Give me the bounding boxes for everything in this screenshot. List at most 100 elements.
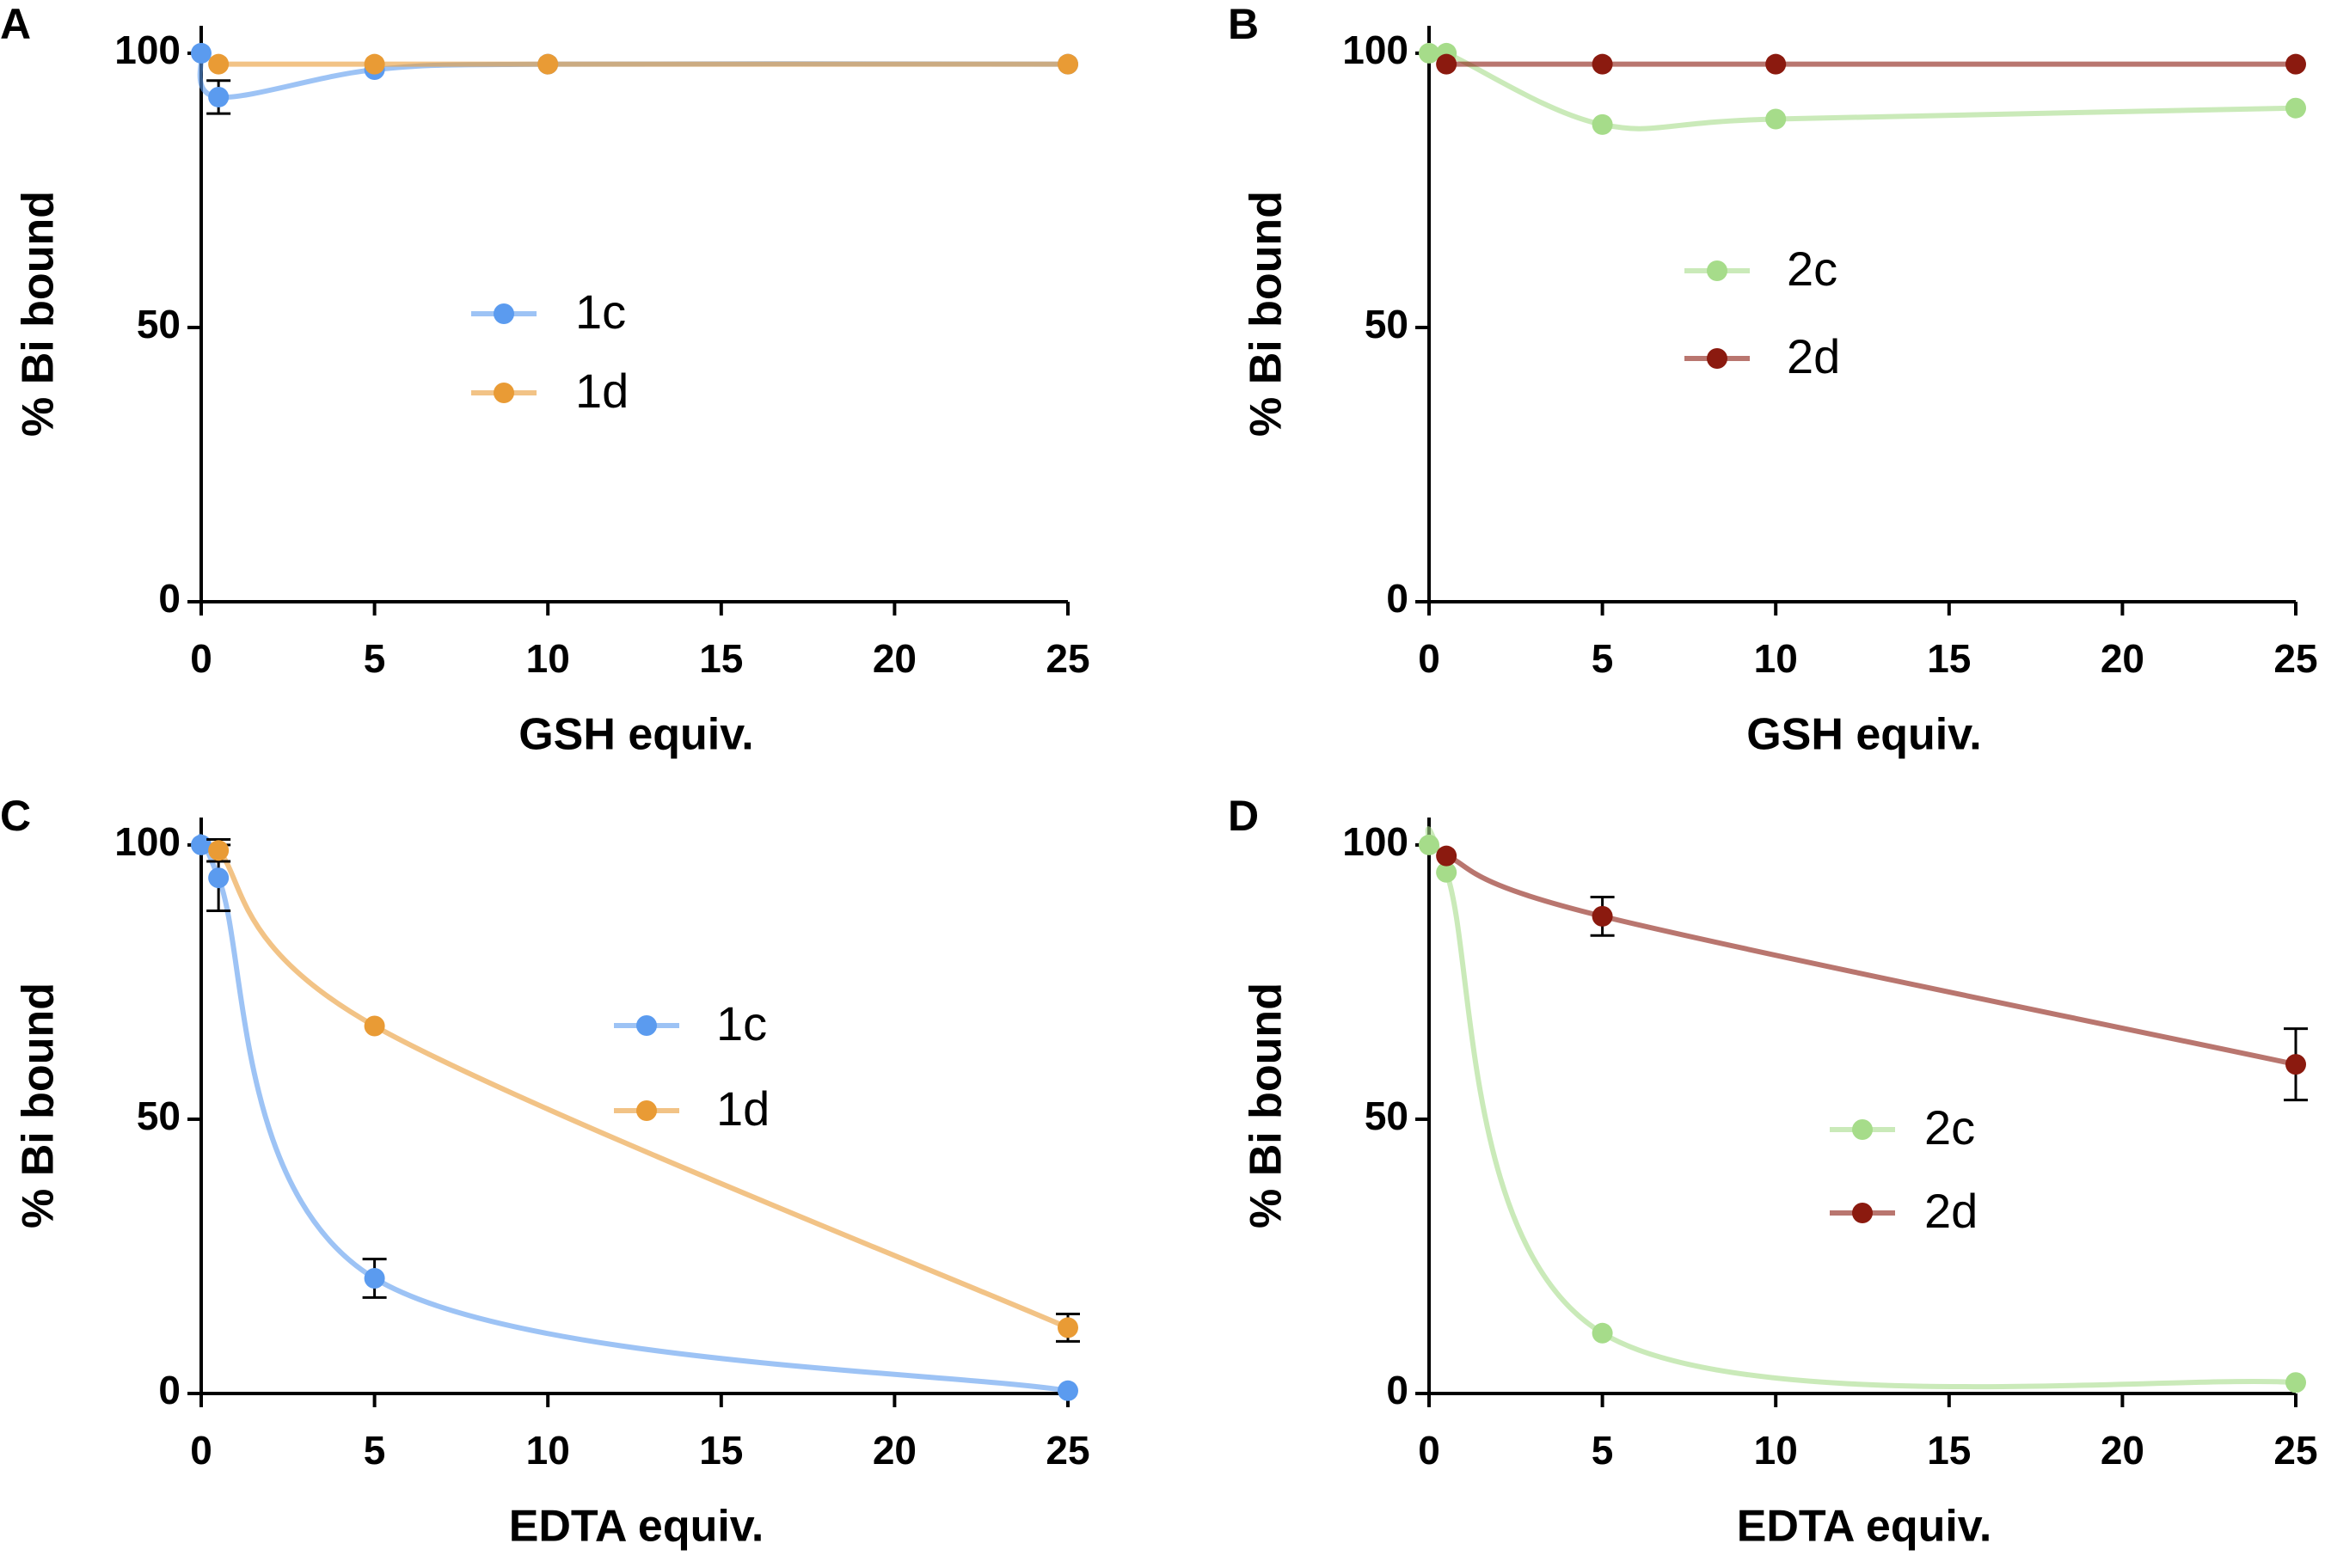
data-point [2285,53,2306,75]
y-axis-title: % Bi bound [14,983,64,1228]
x-tick-label: 10 [1754,636,1798,681]
data-point [1419,834,1439,855]
data-point [191,834,212,855]
data-point [1592,905,1613,927]
y-tick-label: 50 [1365,1093,1408,1138]
data-point [2285,97,2306,119]
legend-marker [1852,1203,1873,1223]
data-point [1592,113,1613,135]
x-tick-label: 10 [526,636,570,681]
data-point [364,53,385,75]
x-tick-label: 5 [1592,636,1614,681]
x-tick-label: 25 [1046,1428,1089,1473]
legend-marker [1707,260,1727,281]
legend-marker [636,1100,657,1121]
x-tick-label: 15 [699,636,743,681]
x-tick-label: 25 [2273,636,2317,681]
legend-marker [494,383,514,403]
data-point [364,1268,385,1289]
x-axis-title: GSH equiv. [518,710,754,760]
data-point [364,1015,385,1037]
panel-label: D [1228,792,1259,840]
panel-label: C [0,792,31,840]
data-point [1765,53,1787,75]
data-point [1436,53,1457,75]
data-point [208,840,230,861]
data-point [1765,108,1787,130]
x-tick-label: 0 [1418,636,1440,681]
data-point [208,86,230,107]
x-tick-label: 20 [873,1428,917,1473]
series-line [1445,853,2297,1068]
y-tick-label: 50 [1365,302,1408,346]
y-axis-title: % Bi bound [1242,983,1291,1228]
y-tick-label: 100 [1342,28,1408,72]
y-tick-label: 0 [158,1368,181,1412]
x-tick-label: 25 [1046,636,1089,681]
y-tick-label: 0 [1386,1368,1408,1412]
data-point [1058,1317,1078,1338]
x-tick-label: 15 [699,1428,743,1473]
legend-marker [636,1015,657,1036]
data-point [1058,1380,1078,1401]
y-tick-label: 50 [137,302,181,346]
x-tick-label: 5 [364,1428,386,1473]
data-point [191,42,212,64]
data-point [1058,53,1078,75]
x-tick-label: 20 [2101,1428,2144,1473]
x-tick-label: 10 [1754,1428,1798,1473]
legend-marker [494,303,514,324]
panel-label: A [0,0,31,48]
panel-chart: 0 50 100 0 5 10 15 20 25 GSH equiv. % Bi bound A 1c 1… [0,0,1090,760]
y-tick-label: 50 [137,1093,181,1138]
data-point [208,867,230,889]
data-point [1419,42,1439,64]
legend-label: 1d [716,1081,770,1136]
series-line [1425,826,2297,1390]
x-axis-title: EDTA equiv. [509,1502,764,1552]
x-tick-label: 0 [190,1428,212,1473]
y-axis-title: % Bi bound [14,191,64,437]
y-tick-label: 100 [1342,819,1408,864]
x-tick-label: 5 [1592,1428,1614,1473]
legend-label: 1d [575,364,629,418]
data-point [208,53,230,75]
y-tick-label: 100 [114,819,181,864]
y-axis-title: % Bi bound [1242,191,1291,437]
legend-label: 2d [1924,1184,1978,1238]
y-tick-label: 100 [114,28,181,72]
legend-marker [1852,1119,1873,1140]
x-tick-label: 10 [526,1428,570,1473]
series-line [197,833,1069,1393]
data-point [1436,845,1457,867]
panel-label: B [1228,0,1259,48]
data-point [1436,861,1457,883]
x-tick-label: 0 [1418,1428,1440,1473]
legend-label: 2c [1924,1100,1975,1155]
x-tick-label: 5 [364,636,386,681]
data-point [2285,1372,2306,1393]
legend-label: 1c [716,996,767,1050]
panel-chart: 0 50 100 0 5 10 15 20 25 EDTA equiv. % Bi bound D 2c… [1228,792,2318,1552]
x-tick-label: 15 [1927,1428,1971,1473]
legend-marker [1707,348,1727,369]
data-point [2285,1054,2306,1075]
y-tick-label: 0 [158,576,181,621]
x-tick-label: 15 [1927,636,1971,681]
data-point [1592,1322,1613,1344]
legend-label: 1c [575,285,626,339]
data-point [1592,53,1613,75]
series-line [216,848,1070,1331]
panel-chart: 0 50 100 0 5 10 15 20 25 EDTA equiv. % Bi bound C 1c… [0,792,1090,1552]
x-axis-title: EDTA equiv. [1737,1502,1992,1552]
legend-label: 2d [1787,329,1840,383]
series-line [197,52,1069,101]
x-tick-label: 20 [2101,636,2144,681]
x-tick-label: 20 [873,636,917,681]
data-point [537,53,559,75]
x-axis-title: GSH equiv. [1746,710,1982,760]
legend-label: 2c [1787,242,1837,296]
x-tick-label: 0 [190,636,212,681]
panel-chart: 0 50 100 0 5 10 15 20 25 GSH equiv. % Bi bound B 2c 2… [1228,0,2318,760]
